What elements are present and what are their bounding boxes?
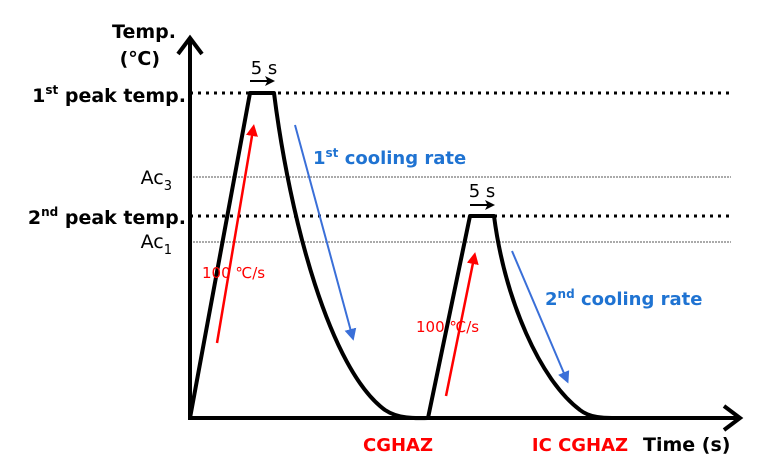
x-axis-label: Time (s) (643, 434, 730, 456)
hold-label-1: 5 s (251, 58, 278, 79)
y-axis-label-line1: Temp. (112, 21, 176, 43)
heating-rate-label-2: 100 ℃/s (416, 318, 479, 336)
cooling-rate-label-2: 2nd cooling rate (545, 287, 702, 310)
y-axis-arrowhead (176, 34, 204, 56)
x-axis-arrowhead (722, 404, 744, 432)
heating-rate-label-1: 100 ℃/s (202, 264, 265, 282)
hold-label-2: 5 s (469, 181, 496, 202)
thermal-cycle-curve-2 (426, 214, 613, 420)
heating-arrow-2 (444, 252, 479, 397)
zone-label-ic-cghaz: IC CGHAZ (532, 435, 628, 456)
ac3-label: Ac3 (141, 167, 172, 194)
thermal-cycle-curve-1 (188, 91, 429, 421)
peak2-label: 2nd peak temp. (28, 205, 186, 229)
ac1-label: Ac1 (141, 231, 172, 258)
cooling-rate-label-1: 1st cooling rate (313, 146, 466, 169)
cooling-arrow-1 (294, 124, 357, 341)
cooling-arrow-2 (511, 250, 570, 384)
heating-arrow-1 (215, 124, 258, 344)
zone-label-cghaz: CGHAZ (363, 435, 433, 456)
y-axis-label-line2: (℃) (120, 48, 160, 70)
peak1-label: 1st peak temp. (32, 83, 186, 107)
